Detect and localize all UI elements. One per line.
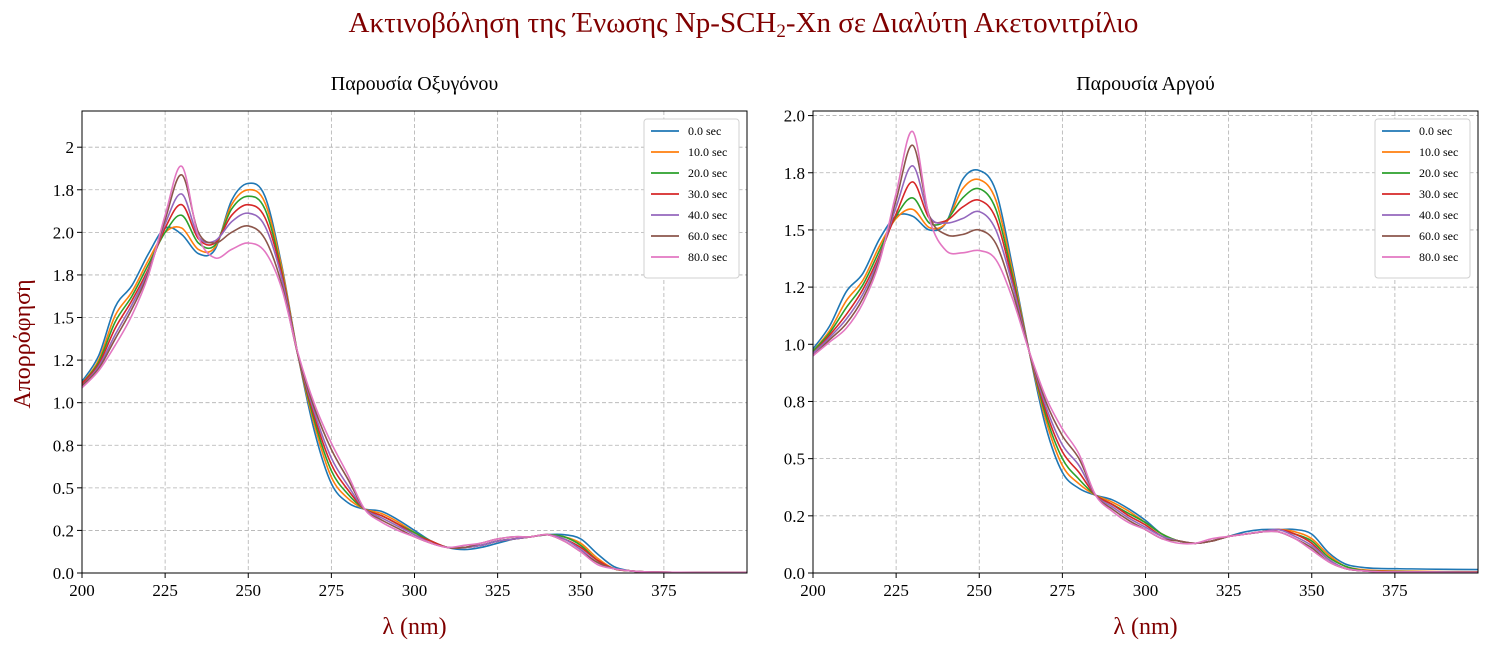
series-line-60-0sec xyxy=(82,174,747,573)
x-tick-label: 300 xyxy=(402,581,428,600)
x-tick-label: 375 xyxy=(1382,581,1408,600)
y-tick-label: 0.2 xyxy=(53,521,74,540)
y-tick-label: 1.0 xyxy=(784,335,805,354)
x-tick-label: 350 xyxy=(568,581,594,600)
legend-entry: 0.0 sec xyxy=(688,124,721,138)
series-line-0-0sec xyxy=(813,169,1478,571)
legend-entry: 30.0 sec xyxy=(1419,187,1458,201)
figure-title: Ακτινοβόληση της Ένωσης Np-SCH2-Xn σε Δι… xyxy=(0,6,1487,42)
y-tick-label: 1.8 xyxy=(784,164,805,183)
x-tick-label: 225 xyxy=(152,581,178,600)
series-line-30-0sec xyxy=(82,203,747,573)
legend-entry: 80.0 sec xyxy=(1419,250,1458,264)
series-line-80-0sec xyxy=(813,130,1478,573)
y-tick-label: 0.0 xyxy=(53,564,74,583)
legend-entry: 80.0 sec xyxy=(688,250,727,264)
y-tick-label: 1.8 xyxy=(53,181,74,200)
y-tick-label: 2 xyxy=(66,138,75,157)
y-tick-label: 0.8 xyxy=(53,436,74,455)
legend-entry: 30.0 sec xyxy=(688,187,727,201)
y-tick-label: 1.8 xyxy=(53,266,74,285)
legend-entry: 10.0 sec xyxy=(1419,145,1458,159)
chart-panel-1: 200 225 250 275 300 325 350 375 0.0 0.2 0.5 0.8 1.0 1… xyxy=(10,73,748,640)
x-tick-label: 275 xyxy=(1050,581,1076,600)
legend-entry: 40.0 sec xyxy=(688,208,727,222)
series-line-10-0sec xyxy=(82,188,747,573)
legend-entry: 10.0 sec xyxy=(688,145,727,159)
y-tick-label: 0.2 xyxy=(784,507,805,526)
y-tick-label: 1.5 xyxy=(53,309,74,328)
x-tick-label: 325 xyxy=(485,581,511,600)
series-line-80-0sec xyxy=(82,165,747,573)
x-tick-label: 200 xyxy=(69,581,95,600)
x-tick-label: 275 xyxy=(319,581,345,600)
y-tick-label: 0.8 xyxy=(784,392,805,411)
y-tick-label: 0.0 xyxy=(784,564,805,583)
chart-panel-2: 200 225 250 275 300 325 350 375 0.0 0.2 0.5 0.8 1.0 1… xyxy=(784,73,1479,640)
x-tick-label: 200 xyxy=(800,581,826,600)
x-tick-label: 375 xyxy=(651,581,677,600)
legend-box xyxy=(643,118,740,279)
x-tick-label: 250 xyxy=(967,581,993,600)
panel-title: Παρουσία Οξυγόνου xyxy=(331,73,499,95)
y-tick-label: 2.0 xyxy=(784,107,805,126)
series-line-10-0sec xyxy=(813,178,1478,573)
x-tick-label: 325 xyxy=(1216,581,1242,600)
legend-entry: 20.0 sec xyxy=(1419,166,1458,180)
legend-entry: 40.0 sec xyxy=(1419,208,1458,222)
y-axis-label: Απορρόφηση xyxy=(10,279,36,408)
figure-title-subscript: 2 xyxy=(776,21,786,42)
x-tick-label: 300 xyxy=(1133,581,1159,600)
y-tick-label: 1.0 xyxy=(53,394,74,413)
legend-box xyxy=(1374,118,1471,279)
figure-title-prefix: Ακτινοβόληση της Ένωσης Np-SCH xyxy=(348,7,777,39)
x-tick-label: 225 xyxy=(883,581,909,600)
legend: 0.0 sec 10.0 sec 20.0 sec 30.0 sec 40.0 sec 6… xyxy=(643,118,740,279)
y-tick-label: 1.5 xyxy=(784,221,805,240)
figure-title-suffix: -Xn σε Διαλύτη Ακετονιτρίλιο xyxy=(785,7,1139,39)
panel-title: Παρουσία Αργού xyxy=(1076,73,1215,95)
y-tick-label: 2.0 xyxy=(53,223,74,242)
y-tick-label: 1.2 xyxy=(784,278,805,297)
series-line-40-0sec xyxy=(813,165,1478,573)
legend-entry: 60.0 sec xyxy=(688,229,727,243)
legend-entry: 20.0 sec xyxy=(688,166,727,180)
x-axis-label: λ (nm) xyxy=(382,614,446,640)
y-tick-label: 1.2 xyxy=(53,351,74,370)
y-tick-label: 0.5 xyxy=(53,479,74,498)
x-axis-label: λ (nm) xyxy=(1113,614,1177,640)
legend-entry: 0.0 sec xyxy=(1419,124,1452,138)
x-tick-label: 350 xyxy=(1299,581,1325,600)
x-tick-label: 250 xyxy=(236,581,262,600)
legend: 0.0 sec 10.0 sec 20.0 sec 30.0 sec 40.0 sec 6… xyxy=(1374,118,1471,279)
y-tick-label: 0.5 xyxy=(784,450,805,469)
series-line-0-0sec xyxy=(82,182,747,573)
legend-entry: 60.0 sec xyxy=(1419,229,1458,243)
